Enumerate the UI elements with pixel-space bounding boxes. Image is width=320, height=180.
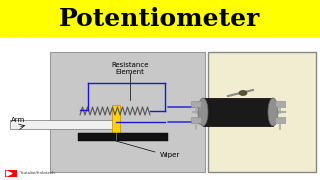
Bar [275,101,285,107]
Bar [0,38,320,180]
Ellipse shape [268,98,278,126]
Bar [112,105,120,133]
Ellipse shape [198,98,208,126]
Text: Arm: Arm [11,117,25,123]
Bar [5,170,17,177]
Bar [10,120,115,129]
Bar [203,98,273,126]
Bar [208,52,316,172]
Text: Youtube/finlotech: Youtube/finlotech [19,172,55,176]
Polygon shape [6,171,12,176]
Text: Potentiometer: Potentiometer [60,7,260,31]
Bar [191,117,201,123]
Ellipse shape [239,91,247,96]
Text: Resistance
Element: Resistance Element [111,62,149,75]
Bar [275,117,285,123]
Text: B: B [209,118,215,127]
Bar [50,52,205,172]
Text: A: A [209,102,215,111]
Bar [0,0,320,38]
Text: Wiper: Wiper [160,152,180,158]
Bar [191,101,201,107]
Bar [78,133,168,141]
